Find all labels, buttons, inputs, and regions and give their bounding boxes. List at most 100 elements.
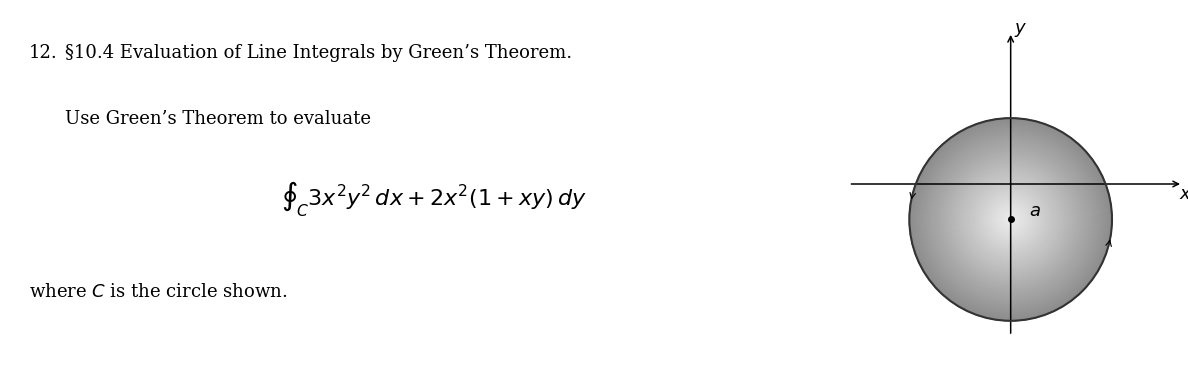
Circle shape	[940, 149, 1081, 290]
Text: $y$: $y$	[1015, 21, 1028, 39]
Circle shape	[923, 131, 1099, 308]
Circle shape	[974, 183, 1047, 256]
Circle shape	[953, 162, 1068, 277]
Circle shape	[1005, 215, 1016, 224]
Circle shape	[958, 167, 1063, 272]
Circle shape	[910, 119, 1111, 320]
Circle shape	[914, 122, 1108, 317]
Circle shape	[916, 124, 1106, 315]
Circle shape	[927, 135, 1095, 304]
Circle shape	[959, 168, 1062, 271]
Text: $\oint_C 3x^2y^2\,dx + 2x^2(1 + xy)\,dy$: $\oint_C 3x^2y^2\,dx + 2x^2(1 + xy)\,dy$	[280, 179, 587, 219]
Circle shape	[942, 151, 1080, 289]
Circle shape	[917, 126, 1104, 313]
Circle shape	[978, 186, 1044, 253]
Circle shape	[1004, 212, 1018, 227]
Circle shape	[965, 174, 1056, 265]
Circle shape	[1005, 213, 1017, 226]
Circle shape	[1003, 211, 1019, 227]
Circle shape	[935, 144, 1087, 296]
Circle shape	[979, 188, 1042, 251]
Circle shape	[987, 196, 1034, 243]
Circle shape	[969, 178, 1053, 261]
Circle shape	[966, 175, 1055, 264]
Circle shape	[941, 149, 1081, 289]
Circle shape	[922, 130, 1100, 309]
Circle shape	[961, 170, 1061, 269]
Circle shape	[912, 121, 1108, 318]
Circle shape	[977, 185, 1045, 254]
Circle shape	[993, 202, 1028, 237]
Circle shape	[936, 145, 1085, 293]
Circle shape	[986, 195, 1035, 244]
Circle shape	[980, 189, 1041, 250]
Circle shape	[956, 165, 1066, 274]
Circle shape	[1007, 216, 1013, 223]
Circle shape	[988, 197, 1032, 242]
Circle shape	[923, 132, 1098, 307]
Circle shape	[915, 123, 1107, 316]
Circle shape	[992, 201, 1029, 238]
Circle shape	[947, 156, 1074, 283]
Circle shape	[954, 163, 1067, 276]
Circle shape	[1009, 217, 1012, 222]
Circle shape	[975, 184, 1047, 255]
Circle shape	[952, 161, 1069, 278]
Circle shape	[925, 134, 1095, 305]
Circle shape	[936, 145, 1086, 294]
Circle shape	[929, 137, 1093, 301]
Circle shape	[1006, 215, 1015, 223]
Circle shape	[958, 166, 1064, 273]
Circle shape	[963, 172, 1059, 267]
Circle shape	[950, 160, 1070, 279]
Circle shape	[971, 180, 1050, 259]
Circle shape	[962, 171, 1060, 268]
Circle shape	[985, 193, 1037, 246]
Circle shape	[968, 177, 1054, 262]
Circle shape	[994, 203, 1026, 236]
Circle shape	[911, 120, 1110, 319]
Text: §10.4 Evaluation of Line Integrals by Green’s Theorem.: §10.4 Evaluation of Line Integrals by Gr…	[65, 44, 573, 62]
Text: $x$: $x$	[1180, 185, 1188, 203]
Circle shape	[946, 155, 1075, 284]
Circle shape	[997, 205, 1025, 234]
Circle shape	[944, 153, 1076, 285]
Circle shape	[924, 133, 1097, 305]
Circle shape	[981, 190, 1040, 249]
Circle shape	[991, 199, 1031, 240]
Circle shape	[948, 157, 1074, 282]
Circle shape	[943, 153, 1078, 286]
Circle shape	[950, 159, 1072, 280]
Circle shape	[955, 164, 1067, 275]
Circle shape	[930, 139, 1091, 300]
Circle shape	[933, 141, 1088, 297]
Text: 12.: 12.	[29, 44, 57, 62]
Circle shape	[982, 191, 1040, 248]
Circle shape	[918, 127, 1102, 312]
Text: where $C$ is the circle shown.: where $C$ is the circle shown.	[29, 283, 287, 301]
Circle shape	[960, 169, 1061, 270]
Circle shape	[973, 182, 1048, 257]
Circle shape	[1010, 219, 1012, 220]
Circle shape	[949, 158, 1073, 281]
Circle shape	[985, 194, 1036, 245]
Circle shape	[984, 192, 1038, 247]
Circle shape	[929, 138, 1092, 301]
Circle shape	[920, 128, 1101, 311]
Circle shape	[937, 146, 1083, 293]
Circle shape	[1001, 210, 1019, 229]
Circle shape	[943, 152, 1079, 287]
Circle shape	[996, 204, 1026, 235]
Circle shape	[971, 179, 1051, 260]
Circle shape	[939, 148, 1082, 291]
Text: Use Green’s Theorem to evaluate: Use Green’s Theorem to evaluate	[65, 110, 371, 128]
Circle shape	[967, 176, 1054, 263]
Circle shape	[916, 125, 1105, 314]
Circle shape	[990, 198, 1032, 241]
Circle shape	[963, 173, 1057, 266]
Circle shape	[931, 141, 1089, 298]
Circle shape	[978, 187, 1043, 252]
Circle shape	[998, 206, 1024, 233]
Circle shape	[921, 129, 1101, 309]
Text: $a$: $a$	[1029, 202, 1041, 220]
